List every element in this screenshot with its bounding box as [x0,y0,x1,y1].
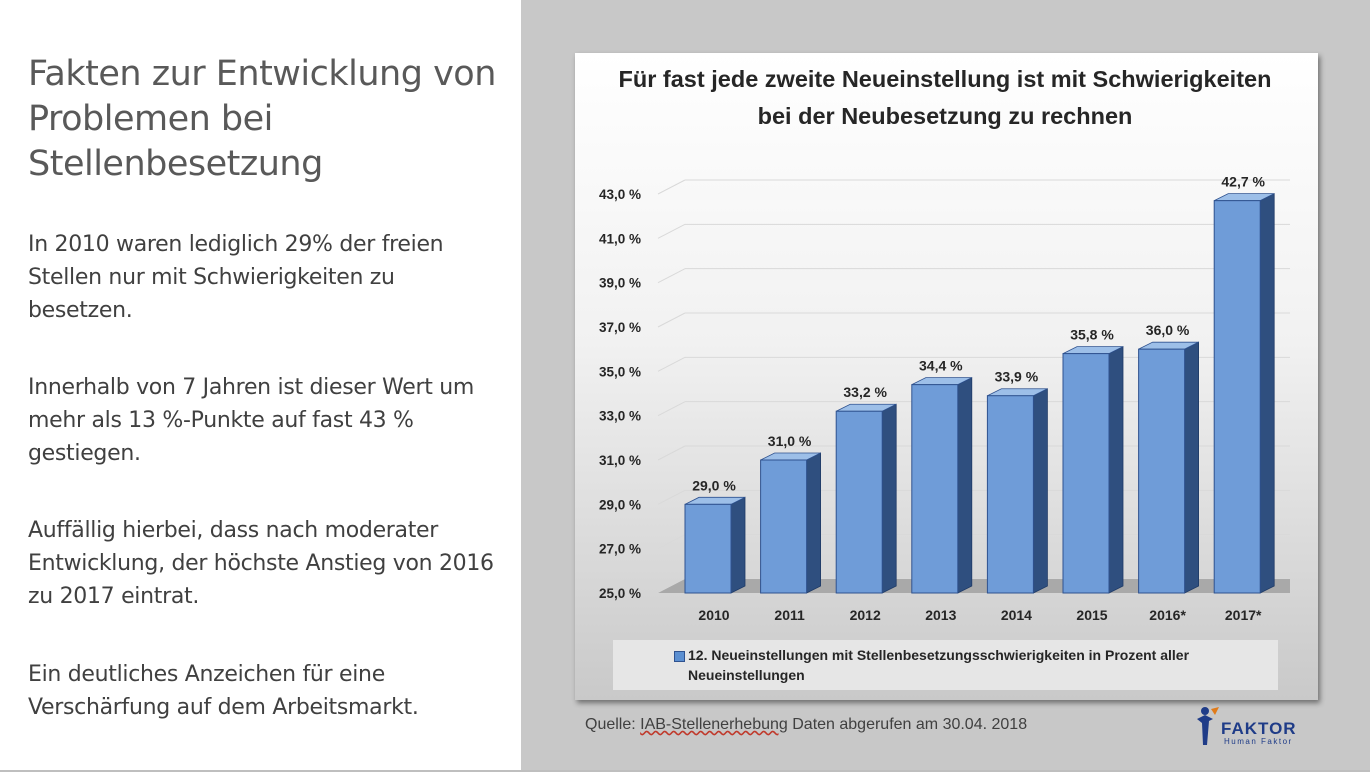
gridline-depth [657,179,686,195]
faktor-logo: FAKTOR Human Faktor [1193,703,1318,749]
legend-swatch [674,651,685,662]
logo-name: FAKTOR [1221,719,1297,738]
chart-container: 25,0 % 27,0 % 29,0 % 31,0 % 33,0 % 35,0 % 37,0… [575,53,1318,700]
bar-side [1184,341,1199,594]
logo-tagline: Human Faktor [1224,737,1293,746]
x-tick-label: 2017* [1225,607,1262,623]
x-tick-label: 2013 [925,607,956,623]
bar-side [1259,193,1275,594]
data-label: 33,9 % [995,369,1039,385]
bar-side [806,452,822,594]
gridline-depth [657,312,686,328]
data-label: 36,0 % [1146,322,1190,338]
y-tick-label: 35,0 % [599,364,641,379]
gridline-depth [657,268,686,284]
source-prefix: Quelle: [585,716,641,733]
bar [986,395,1034,594]
paragraph-1: In 2010 waren lediglich 29% der freien S… [28,232,444,323]
source-link[interactable]: IAB-Stellenerhebung [640,716,788,733]
chart-title: Für fast jede zweite Neueinstellung ist … [618,66,1272,129]
slide-title: Fakten zur Entwicklung von Problemen bei… [28,54,496,184]
source-note: Quelle: IAB-Stellenerhebung Daten abgeru… [585,716,1027,734]
data-label: 34,4 % [919,358,963,374]
y-tick-label: 27,0 % [599,542,641,557]
bar-side [957,376,973,594]
y-tick-label: 41,0 % [599,231,641,246]
gridline-depth [657,489,686,505]
data-label: 33,2 % [843,384,887,400]
bar [835,410,883,594]
paragraph-2: Innerhalb von 7 Jahren ist dieser Wert u… [28,375,474,466]
bar [1213,200,1261,594]
x-tick-label: 2016* [1149,607,1186,623]
paragraph-3: Auffällig hierbei, dass nach moderater E… [28,518,494,609]
data-label: 42,7 % [1221,174,1265,190]
y-tick-label: 25,0 % [599,586,641,601]
x-tick-label: 2011 [774,607,805,623]
bar [1138,348,1186,594]
text-panel: Fakten zur Entwicklung von Problemen bei… [0,0,521,772]
paragraph-4: Ein deutliches Anzeichen für eine Versch… [28,662,419,720]
x-tick-label: 2014 [1001,607,1032,623]
bar [760,459,808,594]
legend-label: 12. Neueinstellungen mit Stellenbesetzun… [688,647,1190,683]
data-label: 31,0 % [768,433,812,449]
y-tick-label: 37,0 % [599,320,641,335]
chart-legend: 12. Neueinstellungen mit Stellenbesetzun… [613,640,1278,690]
gridline-depth [657,445,686,461]
data-label: 35,8 % [1070,327,1114,343]
gridline-depth [657,401,686,417]
x-tick-label: 2010 [698,607,729,623]
gridline-depth [657,356,686,372]
y-tick-label: 29,0 % [599,497,641,512]
bar-side [881,403,897,594]
gridline-depth [657,223,686,239]
x-tick-label: 2015 [1076,607,1107,623]
source-suffix: Daten abgerufen am 30.04. 2018 [787,716,1028,733]
bar-side [730,496,746,594]
data-label: 29,0 % [692,477,736,493]
y-tick-label: 31,0 % [599,453,641,468]
bar [1062,353,1110,594]
bar [684,503,732,594]
bar-chart: 25,0 % 27,0 % 29,0 % 31,0 % 33,0 % 35,0 % 37,0… [599,174,1290,623]
bar [911,384,959,594]
y-tick-label: 43,0 % [599,187,641,202]
bottom-divider [0,770,1370,772]
y-tick-label: 33,0 % [599,409,641,424]
bar-side [1032,388,1048,594]
y-tick-label: 39,0 % [599,276,641,291]
gridline-depth [657,534,686,550]
logo-figure-icon [1197,707,1219,745]
x-tick-label: 2012 [850,607,881,623]
bar-side [1108,345,1124,594]
